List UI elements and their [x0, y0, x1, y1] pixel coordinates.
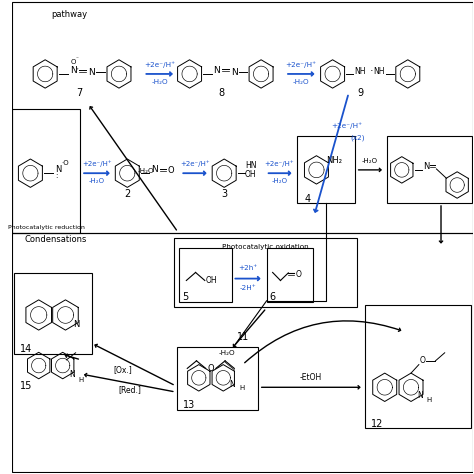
Text: H: H — [79, 377, 84, 383]
Text: O: O — [71, 59, 76, 65]
Text: 7: 7 — [76, 88, 82, 98]
Text: -2H⁺: -2H⁺ — [240, 285, 256, 291]
Text: 3: 3 — [221, 189, 227, 199]
Text: O: O — [296, 270, 302, 279]
Text: [Ox.]: [Ox.] — [113, 365, 132, 374]
Text: N: N — [55, 165, 61, 174]
Bar — [12, 233, 474, 473]
Text: N: N — [418, 391, 423, 400]
Text: +2e⁻/H⁺: +2e⁻/H⁺ — [82, 160, 112, 167]
Text: 14: 14 — [20, 345, 33, 355]
Bar — [297, 136, 355, 203]
Text: [Red.]: [Red.] — [118, 385, 141, 394]
Text: Condensations: Condensations — [25, 235, 87, 244]
Text: -EtOH: -EtOH — [300, 374, 322, 383]
Text: 2: 2 — [124, 189, 130, 199]
Text: 9: 9 — [357, 88, 364, 98]
Text: H: H — [427, 397, 432, 403]
Text: OH: OH — [205, 276, 217, 285]
Bar — [365, 305, 471, 428]
Text: ·: · — [370, 66, 374, 77]
Text: +2e⁻/H⁺: +2e⁻/H⁺ — [331, 123, 362, 129]
Text: 5: 5 — [182, 292, 188, 302]
Text: ·O: ·O — [61, 160, 69, 166]
Text: H: H — [239, 385, 244, 391]
Text: +2e⁻/H⁺: +2e⁻/H⁺ — [285, 61, 316, 68]
Text: N: N — [229, 380, 236, 389]
Text: O: O — [167, 166, 174, 175]
Text: -H₂O: -H₂O — [218, 350, 235, 356]
Text: -H₂O: -H₂O — [272, 178, 288, 184]
Text: N: N — [423, 162, 429, 171]
Text: 15: 15 — [20, 381, 33, 391]
Text: -H₂O: -H₂O — [151, 79, 168, 85]
Text: HN: HN — [245, 161, 257, 170]
Text: 12: 12 — [371, 419, 383, 428]
Text: NH: NH — [355, 67, 366, 76]
Text: N: N — [213, 66, 220, 75]
Text: O: O — [208, 364, 215, 373]
Text: N: N — [71, 66, 77, 75]
Text: 4: 4 — [304, 194, 310, 204]
Text: +2e⁻/H⁺: +2e⁻/H⁺ — [144, 61, 175, 68]
Text: NH: NH — [373, 67, 384, 76]
Text: N: N — [151, 165, 158, 174]
Text: +2e⁻/H⁺: +2e⁻/H⁺ — [180, 160, 210, 167]
Bar — [179, 248, 232, 302]
Text: :: : — [55, 173, 58, 179]
Bar — [12, 1, 474, 233]
Text: 6: 6 — [270, 292, 276, 302]
Bar — [14, 273, 92, 354]
Text: N: N — [231, 68, 237, 77]
Text: O: O — [419, 356, 426, 365]
Text: ⁻: ⁻ — [76, 57, 79, 62]
Text: pathway: pathway — [51, 10, 87, 19]
Text: Photocatalytic oxidation: Photocatalytic oxidation — [222, 245, 309, 250]
Text: (x2): (x2) — [351, 135, 365, 141]
Text: +2e⁻/H⁺: +2e⁻/H⁺ — [264, 160, 294, 167]
Text: N: N — [69, 370, 75, 379]
Text: -H₂O: -H₂O — [362, 158, 378, 164]
Text: N: N — [88, 68, 95, 77]
Text: -H₂O: -H₂O — [137, 168, 154, 174]
Bar — [177, 347, 258, 410]
Bar — [387, 136, 472, 203]
Bar — [266, 248, 313, 302]
Text: +2h⁺: +2h⁺ — [238, 264, 258, 271]
Text: 13: 13 — [182, 400, 195, 410]
Text: 8: 8 — [219, 88, 225, 98]
Text: NH₂: NH₂ — [326, 156, 342, 165]
Text: Photocatalytic reduction: Photocatalytic reduction — [8, 225, 84, 230]
Text: N: N — [73, 320, 80, 329]
Text: -H₂O: -H₂O — [292, 79, 309, 85]
Bar — [174, 238, 356, 307]
Text: OH: OH — [245, 170, 257, 179]
Text: ⁺: ⁺ — [76, 68, 79, 73]
Text: 11: 11 — [237, 332, 249, 342]
Bar — [12, 109, 80, 233]
Text: -H₂O: -H₂O — [89, 178, 105, 184]
